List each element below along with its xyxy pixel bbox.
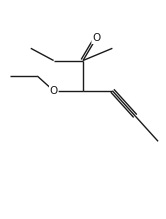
- Text: O: O: [92, 34, 100, 44]
- Text: O: O: [49, 86, 58, 96]
